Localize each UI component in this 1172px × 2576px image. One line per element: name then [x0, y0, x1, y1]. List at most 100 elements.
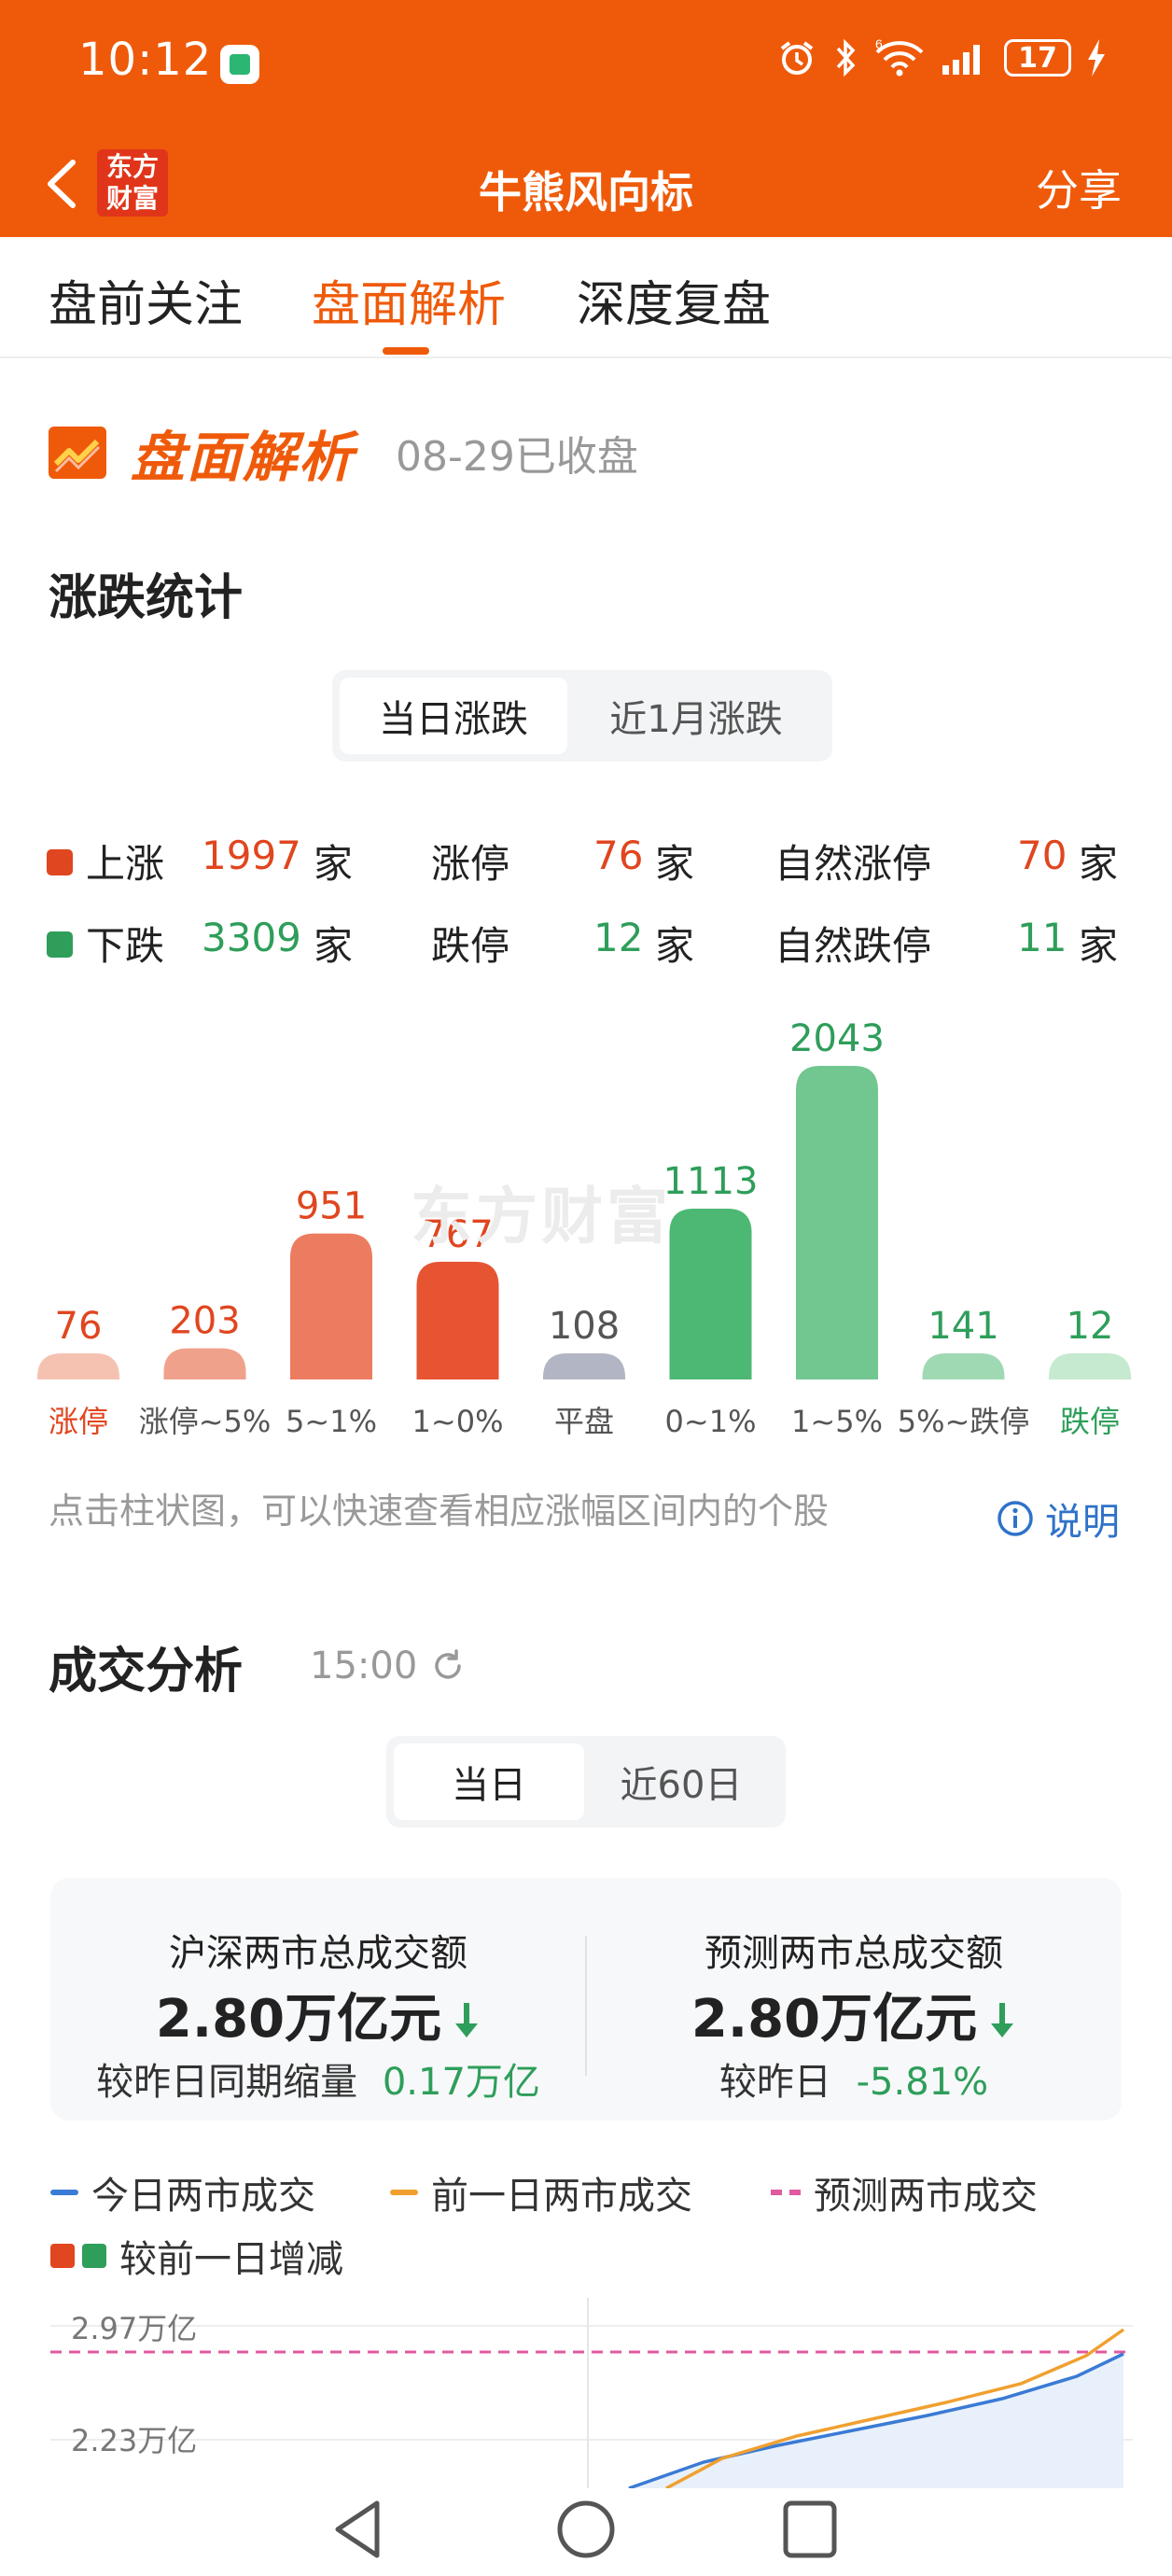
bar-0[interactable]	[37, 1353, 119, 1379]
legend-diff-down-swatch	[82, 2244, 106, 2268]
y-label-mid: 2.23万亿	[71, 2423, 198, 2458]
legend-today-swatch	[50, 2190, 78, 2195]
stat-row-up: 上涨 1997 家 涨停 76 家 自然涨停 70 家	[47, 821, 1129, 903]
bar-2[interactable]	[290, 1233, 372, 1379]
turnover-time-value: 15:00	[310, 1645, 418, 1687]
bar-value-label-5: 1113	[663, 1160, 759, 1203]
up-label: 上涨	[86, 841, 165, 887]
turnover-time: 15:00	[310, 1645, 466, 1687]
actual-turnover-value: 2.80万亿元	[155, 1989, 442, 2050]
actual-compare-label: 较昨日同期缩量	[96, 2061, 358, 2104]
limit-down-unit: 家	[655, 923, 695, 969]
rise-fall-title: 涨跌统计	[49, 570, 244, 626]
nav-recents-icon[interactable]	[778, 2492, 842, 2567]
back-arrow-icon[interactable]	[39, 157, 90, 211]
turnover-period-toggle: 当日 近60日	[386, 1736, 786, 1827]
natural-limit-up-count: 70	[1017, 833, 1067, 878]
toggle-month[interactable]: 近1月涨跌	[609, 698, 783, 741]
rise-fall-distribution-chart: 东方财富 76 涨停 203 涨停~5% 951 5~1% 767 1~0% 108 平盘 1113…	[0, 989, 1172, 1456]
forecast-compare-label: 较昨日	[719, 2061, 831, 2104]
up-count: 1997	[202, 833, 301, 878]
bar-category-label-7: 5%~跌停	[898, 1404, 1030, 1439]
nav-home-icon[interactable]	[552, 2492, 620, 2567]
battery-level: 17	[1004, 39, 1071, 77]
forecast-compare-value: -5.81%	[856, 2061, 989, 2104]
natural-limit-down-label: 自然跌停	[774, 923, 932, 969]
down-count-unit: 家	[314, 923, 354, 969]
actual-turnover-value-row: 2.80万亿元	[50, 1977, 586, 2052]
toggle-turnover-60days[interactable]: 近60日	[620, 1764, 743, 1807]
market-closed-date: 08-29已收盘	[396, 433, 638, 481]
bar-value-label-8: 12	[1067, 1305, 1114, 1348]
tab-pre-market[interactable]: 盘前关注	[49, 277, 244, 333]
bar-7[interactable]	[922, 1353, 1005, 1379]
legend-diff-label: 较前一日增减	[119, 2238, 343, 2281]
legend-diff-up-swatch	[50, 2244, 75, 2268]
actual-compare-value: 0.17万亿	[382, 2061, 540, 2104]
bar-1[interactable]	[163, 1348, 246, 1379]
bar-4[interactable]	[543, 1353, 625, 1379]
turnover-title: 成交分析	[49, 1644, 244, 1700]
nav-back-icon[interactable]	[328, 2492, 388, 2567]
forecast-turnover-value-row: 2.80万亿元	[586, 1977, 1122, 2052]
legend-prev-swatch	[390, 2190, 418, 2195]
brand-logo[interactable]: 东方 财富	[97, 149, 168, 217]
share-button[interactable]: 分享	[1036, 165, 1122, 216]
signal-icon	[942, 45, 980, 75]
tab-deep-review[interactable]: 深度复盘	[577, 277, 772, 333]
arrow-down-icon	[991, 2003, 1014, 2037]
bar-5[interactable]	[669, 1208, 752, 1379]
status-time: 10:12	[78, 34, 213, 86]
rise-fall-stats: 上涨 1997 家 涨停 76 家 自然涨停 70 家 下跌 3309 家 跌停…	[47, 821, 1129, 986]
turnover-forecast: 预测两市总成交额 2.80万亿元 较昨日 -5.81%	[586, 1878, 1122, 2121]
system-navigation-bar	[0, 2488, 1172, 2576]
arrow-down-icon	[455, 2003, 479, 2037]
network-gen-label: 6	[875, 37, 883, 51]
explain-label: 说明	[1045, 1501, 1120, 1544]
bar-category-label-2: 5~1%	[286, 1404, 377, 1439]
natural-limit-down-unit: 家	[1079, 923, 1119, 969]
legend-prev-label: 前一日两市成交	[431, 2175, 692, 2218]
stat-row-down: 下跌 3309 家 跌停 12 家 自然跌停 11 家	[47, 903, 1129, 986]
summary-divider	[585, 1936, 587, 2076]
bar-category-label-3: 1~0%	[412, 1404, 504, 1439]
notification-app-icon	[220, 45, 259, 84]
toggle-turnover-today[interactable]: 当日	[394, 1743, 584, 1820]
legend-forecast-swatch	[771, 2190, 801, 2195]
turnover-actual: 沪深两市总成交额 2.80万亿元 较昨日同期缩量 0.17万亿	[50, 1878, 586, 2121]
bar-value-label-7: 141	[928, 1305, 998, 1348]
natural-limit-down-count: 11	[1017, 915, 1067, 960]
bar-category-label-6: 1~5%	[791, 1404, 883, 1439]
bar-6[interactable]	[796, 1066, 878, 1379]
status-icons: 6 17	[776, 37, 1107, 78]
tab-market-analysis[interactable]: 盘面解析	[312, 277, 507, 333]
legend-today: 今日两市成交	[50, 2165, 315, 2219]
actual-turnover-compare: 较昨日同期缩量 0.17万亿	[50, 2051, 586, 2106]
bar-value-label-2: 951	[296, 1185, 367, 1228]
limit-up-label: 涨停	[431, 841, 510, 887]
forecast-turnover-label: 预测两市总成交额	[705, 1932, 1003, 1975]
bar-8[interactable]	[1049, 1353, 1131, 1379]
bar-value-label-6: 2043	[789, 1017, 885, 1060]
bar-value-label-1: 203	[169, 1300, 240, 1343]
bar-3[interactable]	[416, 1261, 499, 1379]
explain-link[interactable]: 说明	[997, 1491, 1120, 1546]
toggle-today[interactable]: 当日涨跌	[340, 678, 567, 754]
bluetooth-icon	[836, 38, 856, 77]
tab-bar: 盘前关注 盘面解析 深度复盘	[0, 237, 1172, 358]
legend-diff: 较前一日增减	[50, 2229, 343, 2283]
up-color-dot	[47, 849, 73, 875]
legend-today-label: 今日两市成交	[91, 2175, 315, 2218]
bar-category-label-0: 涨停	[49, 1404, 108, 1439]
today-turnover-line	[628, 2352, 1124, 2490]
section-title: 盘面解析	[131, 426, 356, 489]
refresh-icon[interactable]	[430, 1648, 466, 1684]
trend-chart-icon	[49, 427, 106, 479]
legend-prev: 前一日两市成交	[390, 2165, 692, 2219]
watermark-logo: 东方财富	[411, 1181, 672, 1253]
info-icon	[998, 1501, 1033, 1536]
bar-category-label-1: 涨停~5%	[139, 1404, 272, 1439]
limit-down-label: 跌停	[431, 923, 510, 969]
turnover-line-chart: 2.97万亿 2.23万亿	[50, 2298, 1133, 2490]
turnover-summary-card: 沪深两市总成交额 2.80万亿元 较昨日同期缩量 0.17万亿 预测两市总成交额…	[50, 1878, 1122, 2121]
